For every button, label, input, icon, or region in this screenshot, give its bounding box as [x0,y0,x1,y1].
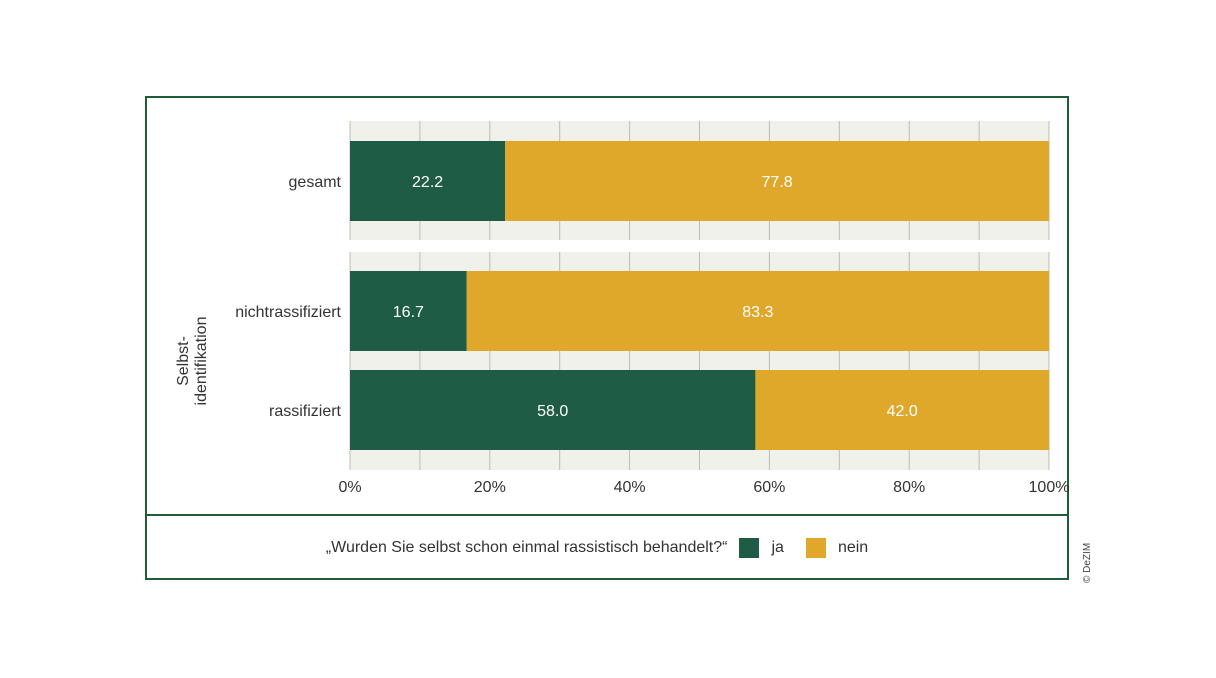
legend-label-nein: nein [837,539,869,556]
x-tick-label: 100% [1029,479,1070,496]
group-axis-label: Selbst-identifikation [175,317,210,406]
data-label: 16.7 [393,304,424,321]
category-label: nichtrassifiziert [235,304,341,321]
x-tick-label: 40% [614,479,646,496]
bar-rassifiziert-ja [350,370,756,450]
bar-nichtrassifiziert-ja [350,271,467,351]
x-tick-label: 80% [893,479,925,496]
legend-swatch-nein [805,538,826,558]
x-tick-label: 0% [338,479,361,496]
data-label: 83.3 [742,304,773,321]
x-tick-label: 60% [753,479,785,496]
bar-gesamt-nein [505,141,1050,221]
data-label: 22.2 [412,174,443,191]
category-label: gesamt [289,174,342,191]
bar-nichtrassifiziert-nein [466,271,1049,351]
data-label: 42.0 [887,403,918,420]
category-label: rassifiziert [269,403,342,420]
data-label: 77.8 [762,174,793,191]
x-tick-label: 20% [474,479,506,496]
legend-swatch-ja [739,538,760,558]
legend-question: „Wurden Sie selbst schon einmal rassisti… [325,539,728,556]
bar-rassifiziert-nein [755,370,1049,450]
chart-frame [145,96,1069,580]
legend-label-ja: ja [771,539,784,556]
legend: „Wurden Sie selbst schon einmal rassisti… [0,538,1216,558]
legend-divider [145,514,1069,516]
copyright-credit: © DeZIM [1082,542,1093,583]
bar-gesamt-ja [350,141,506,221]
data-label: 58.0 [537,403,568,420]
